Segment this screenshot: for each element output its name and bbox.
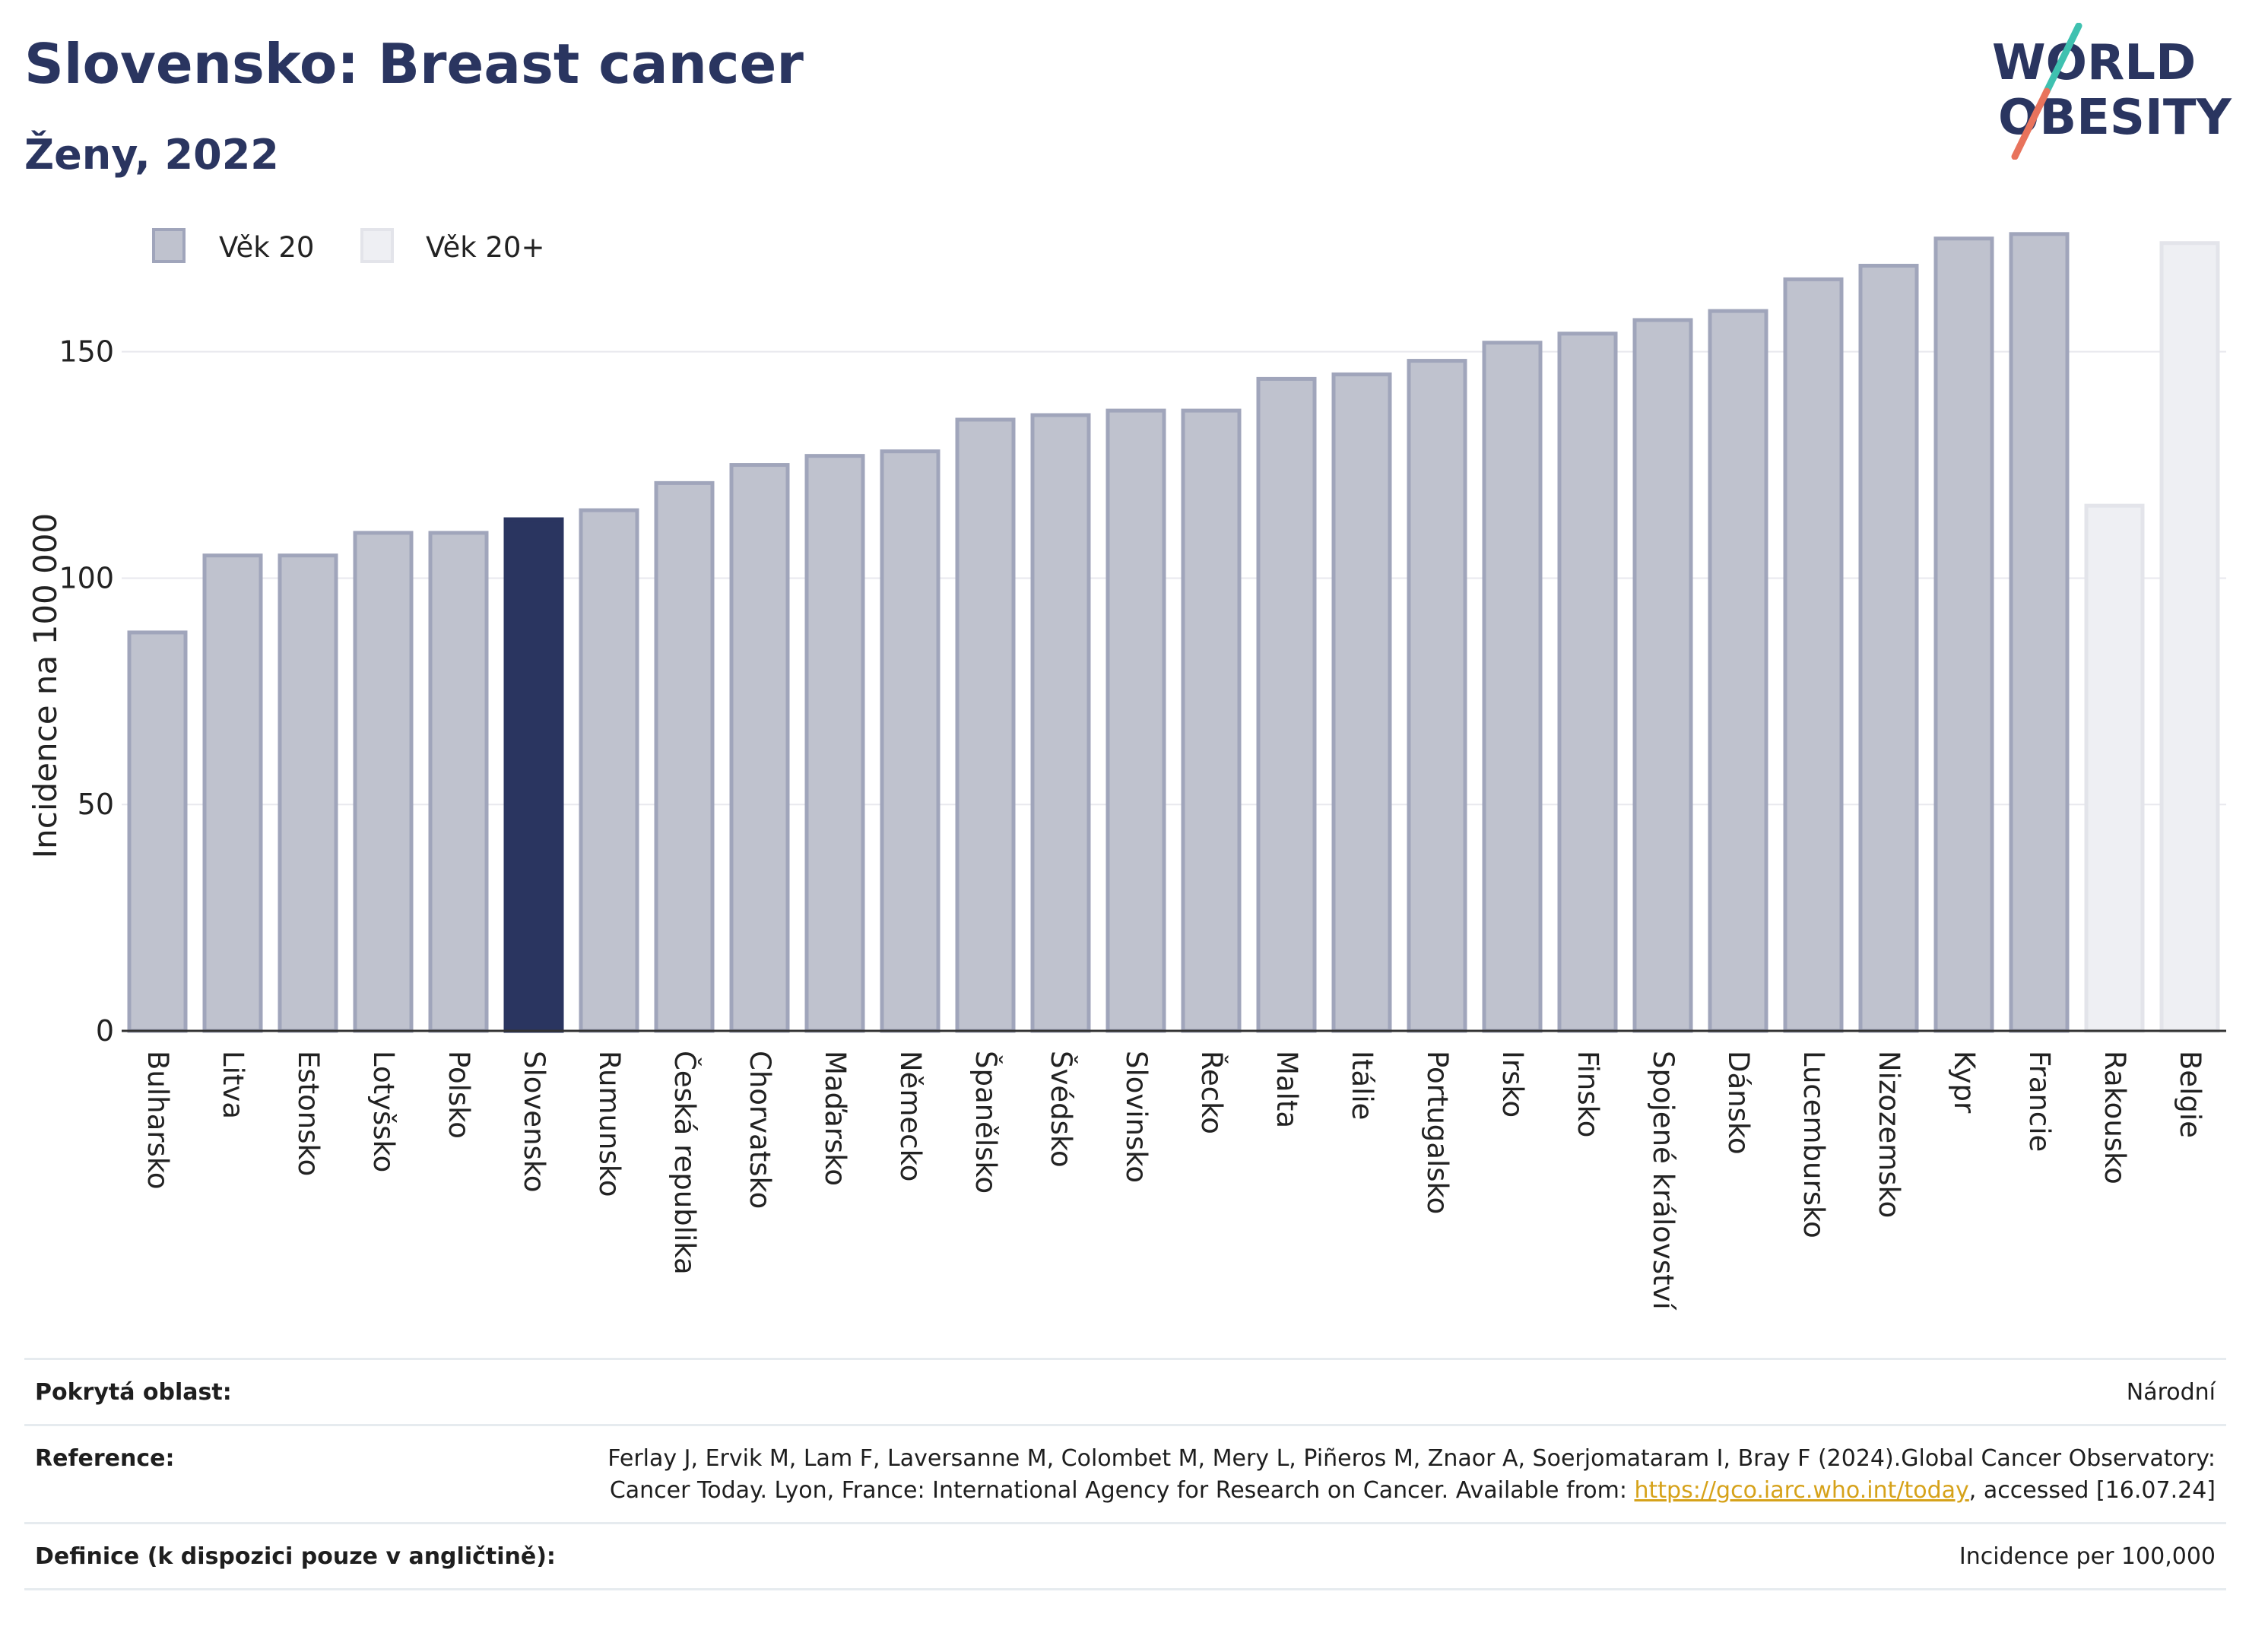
x-tick-label: Chorvatsko <box>744 1051 776 1209</box>
footer-row-definition: Definice (k dispozici pouze v angličtině… <box>24 1522 2226 1590</box>
x-tick-label: Litva <box>217 1051 249 1119</box>
x-tick-label: Slovensko <box>518 1051 550 1193</box>
bar-Rumunsko <box>579 508 639 1033</box>
x-tick-label: Lucembursko <box>1797 1051 1830 1238</box>
footer-row-reference: Reference: Ferlay J, Ervik M, Lam F, Lav… <box>24 1424 2226 1522</box>
coverage-value: Národní <box>2126 1379 2216 1406</box>
x-tick-label: Belgie <box>2174 1051 2206 1138</box>
chart-title: Slovensko: Breast cancer <box>24 32 804 96</box>
coverage-label: Pokrytá oblast: <box>35 1379 232 1406</box>
bar-Lotyšsko <box>353 531 414 1033</box>
chart-legend: Věk 20 Věk 20+ <box>152 228 544 264</box>
footer-row-coverage: Pokrytá oblast: Národní <box>24 1358 2226 1424</box>
reference-text: Ferlay J, Ervik M, Lam F, Laversanne M, … <box>607 1445 2216 1504</box>
x-tick-label: Dánsko <box>1722 1051 1755 1155</box>
bar-Francie <box>2009 232 2070 1033</box>
y-tick-label: 0 <box>96 1014 114 1048</box>
bar-Dánsko <box>1708 309 1768 1033</box>
bar-Španělsko <box>955 417 1016 1033</box>
x-tick-label: Lotyšsko <box>367 1051 400 1172</box>
bar-Portugalsko <box>1407 359 1467 1033</box>
x-tick-label: Bulharsko <box>141 1051 174 1189</box>
bar-Kypr <box>1933 236 1994 1033</box>
y-axis-ticks: 0 50 100 150 <box>59 335 114 1048</box>
reference-label: Reference: <box>35 1445 175 1472</box>
x-tick-label: Francie <box>2023 1051 2056 1152</box>
x-tick-label: Spojené království <box>1647 1051 1680 1311</box>
x-tick-label: Kypr <box>1948 1051 1981 1114</box>
x-tick-label: Finsko <box>1572 1051 1604 1137</box>
definition-value: Incidence per 100,000 <box>1959 1543 2216 1570</box>
x-tick-label: Irsko <box>1496 1051 1529 1118</box>
x-tick-label: Nizozemsko <box>1873 1051 1905 1218</box>
definition-label: Definice (k dispozici pouze v angličtině… <box>35 1543 556 1570</box>
bar-Irsko <box>1482 341 1543 1033</box>
x-tick-label: Estonsko <box>292 1051 325 1176</box>
x-tick-label: Rumunsko <box>593 1051 626 1197</box>
logo-slash-coral <box>2011 87 2051 160</box>
logo-slash-teal <box>2043 23 2082 95</box>
bar-Belgie <box>2159 241 2220 1033</box>
bar-Řecko <box>1181 408 1242 1033</box>
reference-accessed: , accessed [16.07.24] <box>1968 1477 2216 1504</box>
bar-Malta <box>1256 376 1317 1033</box>
bar-Finsko <box>1557 331 1618 1033</box>
bar-Spojené království <box>1632 318 1693 1033</box>
y-tick-label: 100 <box>59 561 114 595</box>
bar-Slovinsko <box>1105 408 1166 1033</box>
y-tick-label: 50 <box>78 788 114 821</box>
x-axis-labels: Bulharsko Litva Estonsko Lotyšsko Polsko Slov… <box>141 1051 2206 1311</box>
x-tick-label: Polsko <box>443 1051 475 1139</box>
chart-footer: Pokrytá oblast: Národní Reference: Ferla… <box>24 1358 2226 1590</box>
chart-subtitle: Ženy, 2022 <box>24 131 279 179</box>
bar-Švédsko <box>1030 413 1091 1033</box>
bar-Německo <box>880 449 941 1033</box>
x-tick-label: Švédsko <box>1045 1051 1078 1168</box>
x-tick-label: Česká republika <box>668 1051 702 1275</box>
x-tick-label: Portugalsko <box>1421 1051 1454 1214</box>
legend-label-vek-20: Věk 20 <box>219 231 314 264</box>
legend-label-vek-20-plus: Věk 20+ <box>426 231 544 264</box>
x-tick-label: Německo <box>894 1051 927 1181</box>
x-tick-label: Řecko <box>1195 1051 1229 1134</box>
bar-chart: Věk 20 Věk 20+ 0 50 100 150 Bulharsko Litva E… <box>27 228 2226 1311</box>
bar-Slovensko <box>503 517 564 1033</box>
bar-Litva <box>202 553 263 1033</box>
bar-Estonsko <box>278 553 338 1033</box>
x-tick-label: Slovinsko <box>1120 1051 1153 1183</box>
x-tick-label: Malta <box>1270 1051 1303 1128</box>
legend-swatch-vek-20 <box>152 228 186 263</box>
logo-word-world: WORLD <box>1992 35 2196 91</box>
reference-link[interactable]: https://gco.iarc.who.int/today <box>1634 1477 1969 1504</box>
legend-swatch-vek-20-plus <box>360 228 394 263</box>
bar-Polsko <box>428 531 489 1033</box>
y-tick-label: 150 <box>59 335 114 369</box>
bar-Bulharsko <box>127 630 188 1033</box>
bar-Chorvatsko <box>729 463 790 1033</box>
bar-Lucembursko <box>1783 277 1844 1033</box>
y-axis-title: Incidence na 100 000 <box>27 513 64 859</box>
bar-Itálie <box>1331 372 1392 1033</box>
bars <box>127 232 2220 1033</box>
x-tick-label: Itálie <box>1346 1051 1378 1120</box>
x-tick-label: Rakousko <box>2098 1051 2131 1184</box>
reference-value: Ferlay J, Ervik M, Lam F, Laversanne M, … <box>558 1443 2216 1507</box>
bar-Maďarsko <box>804 454 865 1033</box>
world-obesity-logo: WORLD OBESITY <box>1992 23 2232 160</box>
x-tick-label: Maďarsko <box>819 1051 852 1186</box>
bar-Rakousko <box>2084 503 2145 1033</box>
bar-Česká republika <box>654 480 715 1033</box>
bar-Nizozemsko <box>1858 264 1919 1033</box>
x-tick-label: Španělsko <box>969 1051 1003 1194</box>
